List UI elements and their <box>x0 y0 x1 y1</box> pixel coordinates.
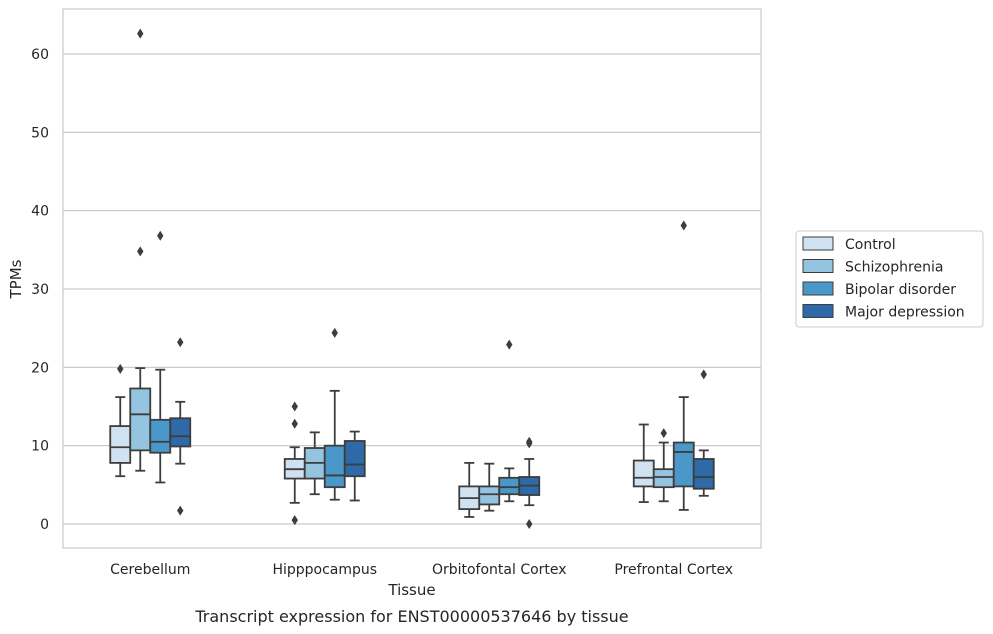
legend-label: Control <box>845 237 896 253</box>
box-body <box>149 418 172 454</box>
box-body <box>343 440 366 478</box>
y-tick-label: 60 <box>31 47 49 63</box>
box-body <box>323 444 346 489</box>
legend-label: Bipolar disorder <box>845 282 956 298</box>
box-body <box>109 425 132 464</box>
box <box>458 461 481 518</box>
box <box>478 462 501 512</box>
outlier-point <box>177 505 184 516</box>
legend-label: Schizophrenia <box>845 260 943 276</box>
x-tick-labels: Cerebellum Hipppocampus Orbitofontal Corte… <box>110 562 733 578</box>
outlier-point <box>177 337 184 348</box>
legend-label: Major depression <box>845 305 965 321</box>
figure-caption: Transcript expression for ENST0000053764… <box>194 607 628 626</box>
box-body <box>169 417 192 448</box>
box-body <box>692 458 715 490</box>
plot-frame <box>62 8 762 549</box>
outlier-point <box>157 230 164 241</box>
y-tick-label: 50 <box>31 125 49 141</box>
box-body <box>478 485 501 506</box>
y-tick-label: 40 <box>31 204 49 220</box>
y-tick-labels: 0 10 20 30 40 50 60 <box>31 47 49 533</box>
legend-frame <box>795 230 984 328</box>
box-body <box>652 468 675 489</box>
box <box>652 428 675 503</box>
x-tick-label: Prefrontal Cortex <box>614 562 733 578</box>
legend-swatch <box>802 281 834 296</box>
box-body <box>672 441 695 488</box>
outlier-point <box>291 515 298 526</box>
x-tick-label: Cerebellum <box>110 562 190 578</box>
outlier-point <box>137 246 144 257</box>
outlier-point <box>680 220 687 231</box>
outlier-point <box>506 339 513 350</box>
outlier-point <box>526 438 533 449</box>
y-axis-label: TPMs <box>7 259 25 299</box>
outlier-point <box>660 428 667 439</box>
y-tick-label: 10 <box>31 439 49 455</box>
y-tick-label: 20 <box>31 360 49 376</box>
legend-swatch <box>802 259 834 273</box>
box <box>632 423 655 503</box>
outlier-point <box>291 401 298 412</box>
box <box>692 369 715 497</box>
x-tick-label: Hipppocampus <box>272 562 377 578</box>
box-plots <box>109 28 715 529</box>
y-tick-label: 0 <box>40 517 49 533</box>
box-body <box>498 476 521 496</box>
outlier-point <box>291 418 298 429</box>
legend-swatch <box>802 236 834 251</box>
y-tick-label: 30 <box>31 282 49 298</box>
box <box>672 220 695 511</box>
outlier-point <box>700 369 707 380</box>
box <box>149 230 172 484</box>
outlier-point <box>117 363 124 374</box>
legend: Control Schizophrenia Bipolar disorder Majo… <box>795 230 984 328</box>
legend-swatch <box>802 304 834 318</box>
box <box>129 28 152 472</box>
box <box>169 337 192 516</box>
box <box>518 436 541 529</box>
x-tick-label: Orbitofontal Cortex <box>432 562 567 578</box>
box-body <box>632 459 655 488</box>
box <box>109 363 132 478</box>
x-axis-label: Tissue <box>387 581 435 599</box>
outlier-point <box>331 327 338 338</box>
box <box>343 430 366 502</box>
outlier-point <box>137 28 144 39</box>
outlier-point <box>526 519 533 529</box>
box-body <box>129 387 152 452</box>
